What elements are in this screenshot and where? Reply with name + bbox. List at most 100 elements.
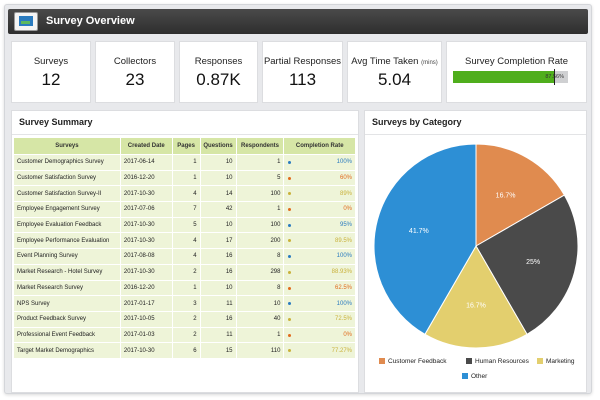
cell-pages: 2 xyxy=(171,263,201,281)
cell-created-date: 2017-10-30 xyxy=(119,185,173,203)
completion-rate-value: 89% xyxy=(339,190,352,197)
column-header-questions[interactable]: Questions xyxy=(199,137,237,155)
cell-questions: 11 xyxy=(199,295,237,312)
table-row[interactable]: Customer Satisfaction Survey 2016-12-20 1 1… xyxy=(13,169,356,187)
cell-pages: 3 xyxy=(171,295,201,312)
table-row[interactable]: Professional Event Feedback 2017-01-03 2 11… xyxy=(13,326,356,344)
cell-questions: 10 xyxy=(199,216,237,234)
completion-rate-value: 100% xyxy=(336,300,352,307)
cell-completion-rate: 72.5% xyxy=(283,310,356,328)
table-row[interactable]: Customer Demographics Survey 2017-06-14 1 1… xyxy=(13,154,356,171)
cell-created-date: 2017-01-03 xyxy=(119,326,173,344)
completion-rate-value: 88.93% xyxy=(331,269,352,276)
cell-questions: 10 xyxy=(199,169,237,187)
cell-completion-rate: 89% xyxy=(283,185,356,203)
cell-questions: 42 xyxy=(199,201,237,218)
completion-rate-value: 0% xyxy=(343,206,352,213)
legend-label: Customer Feedback xyxy=(388,358,447,365)
legend-item[interactable]: Other xyxy=(462,373,487,380)
table-row[interactable]: Market Research - Hotel Survey 2017-10-30… xyxy=(13,263,356,281)
completion-status-dot xyxy=(288,161,292,164)
column-header-respondents[interactable]: Respondents xyxy=(235,137,285,155)
table-row[interactable]: Customer Satisfaction Survey-II 2017-10-3… xyxy=(13,185,356,203)
cell-respondents: 1 xyxy=(235,201,285,218)
column-header-surveys[interactable]: Surveys xyxy=(13,137,121,155)
cell-respondents: 5 xyxy=(235,169,285,187)
cell-respondents: 8 xyxy=(235,279,285,297)
completion-rate-value: 62.5% xyxy=(334,284,352,291)
kpi-value: 12 xyxy=(41,70,61,89)
page-title: Survey Overview xyxy=(46,15,135,27)
column-header-completion-rate[interactable]: Completion Rate xyxy=(283,137,356,155)
legend-item[interactable]: Marketing xyxy=(537,358,575,365)
panel-title: Survey Summary xyxy=(19,117,93,127)
table-row[interactable]: Target Market Demographics 2017-10-30 6 15 1… xyxy=(13,342,356,359)
completion-progress-bar: 87.56% xyxy=(453,69,568,85)
completion-rate-value: 89.5% xyxy=(334,237,352,244)
title-bar: Survey Overview xyxy=(8,9,588,34)
cell-created-date: 2017-10-30 xyxy=(119,263,173,281)
legend-label: Other xyxy=(471,373,488,380)
completion-progress-fill xyxy=(453,71,554,83)
kpi-cards: Surveys 12 Collectors 23 Responses 0.87K… xyxy=(11,41,587,103)
cell-created-date: 2017-01-17 xyxy=(119,295,173,312)
completion-status-dot xyxy=(288,317,292,321)
cell-survey-name: Employee Evaluation Feedback xyxy=(13,216,121,234)
cell-questions: 10 xyxy=(199,279,237,297)
completion-rate-value: 95% xyxy=(339,222,352,229)
cell-questions: 10 xyxy=(199,154,237,171)
cell-respondents: 1 xyxy=(235,154,285,171)
cell-respondents: 110 xyxy=(235,342,285,359)
cell-created-date: 2017-07-06 xyxy=(119,201,173,218)
cell-completion-rate: 62.5% xyxy=(283,279,356,297)
survey-summary-table: Surveys Created Date Pages Questions Res… xyxy=(13,137,356,359)
cell-survey-name: Customer Satisfaction Survey-II xyxy=(13,185,121,203)
legend-label: Human Resources xyxy=(475,358,529,365)
cell-completion-rate: 77.27% xyxy=(283,342,356,359)
cell-respondents: 1 xyxy=(235,326,285,344)
cell-pages: 2 xyxy=(171,310,201,328)
table-row[interactable]: NPS Survey 2017-01-17 3 11 10 100% xyxy=(13,295,356,312)
table-row[interactable]: Market Research Survey 2016-12-20 1 10 8 62.5… xyxy=(13,279,356,297)
cell-created-date: 2016-12-20 xyxy=(119,169,173,187)
cell-respondents: 298 xyxy=(235,263,285,281)
table-row[interactable]: Employee Engagement Survey 2017-07-06 7 42 1… xyxy=(13,201,356,218)
kpi-card-partial-responses[interactable]: Partial Responses 113 xyxy=(262,41,343,103)
cell-pages: 2 xyxy=(171,326,201,344)
kpi-card-responses[interactable]: Responses 0.87K xyxy=(179,41,258,103)
cell-completion-rate: 0% xyxy=(283,326,356,344)
kpi-card-collectors[interactable]: Collectors 23 xyxy=(95,41,175,103)
completion-rate-value: 0% xyxy=(343,331,352,338)
kpi-card-surveys[interactable]: Surveys 12 xyxy=(11,41,91,103)
table-row[interactable]: Employee Evaluation Feedback 2017-10-30 5 1… xyxy=(13,216,356,234)
legend-swatch xyxy=(462,373,468,379)
completion-status-dot xyxy=(288,239,292,243)
kpi-unit: (mins) xyxy=(421,60,438,66)
legend-item[interactable]: Customer Feedback xyxy=(379,358,447,365)
column-header-pages[interactable]: Pages xyxy=(171,137,201,155)
cell-created-date: 2017-08-08 xyxy=(119,248,173,265)
completion-rate-value: 100% xyxy=(336,253,352,260)
kpi-label: Collectors xyxy=(113,56,157,67)
kpi-card-completion-rate[interactable]: Survey Completion Rate 87.56% xyxy=(446,41,587,103)
cell-respondents: 200 xyxy=(235,232,285,250)
panel-divider xyxy=(365,134,586,135)
cell-survey-name: Target Market Demographics xyxy=(13,342,121,359)
table-row[interactable]: Event Planning Survey 2017-08-08 4 16 8 100% xyxy=(13,248,356,265)
kpi-card-avg-time[interactable]: Avg Time Taken (mins) 5.04 xyxy=(347,41,442,103)
cell-respondents: 40 xyxy=(235,310,285,328)
cell-respondents: 100 xyxy=(235,185,285,203)
legend-item[interactable]: Human Resources xyxy=(466,358,529,365)
column-header-created-date[interactable]: Created Date xyxy=(119,137,173,155)
cell-respondents: 8 xyxy=(235,248,285,265)
cell-survey-name: Product Feedback Survey xyxy=(13,310,121,328)
table-header-row: Surveys Created Date Pages Questions Res… xyxy=(13,137,356,155)
cell-pages: 1 xyxy=(171,279,201,297)
table-row[interactable]: Product Feedback Survey 2017-10-05 2 16 40 72… xyxy=(13,310,356,328)
kpi-label-text: Avg Time Taken xyxy=(351,56,419,67)
cell-created-date: 2017-10-30 xyxy=(119,216,173,234)
panel-divider xyxy=(12,134,358,135)
legend-label: Marketing xyxy=(546,358,575,365)
cell-questions: 14 xyxy=(199,185,237,203)
table-row[interactable]: Employee Performance Evaluation 2017-10-3… xyxy=(13,232,356,250)
